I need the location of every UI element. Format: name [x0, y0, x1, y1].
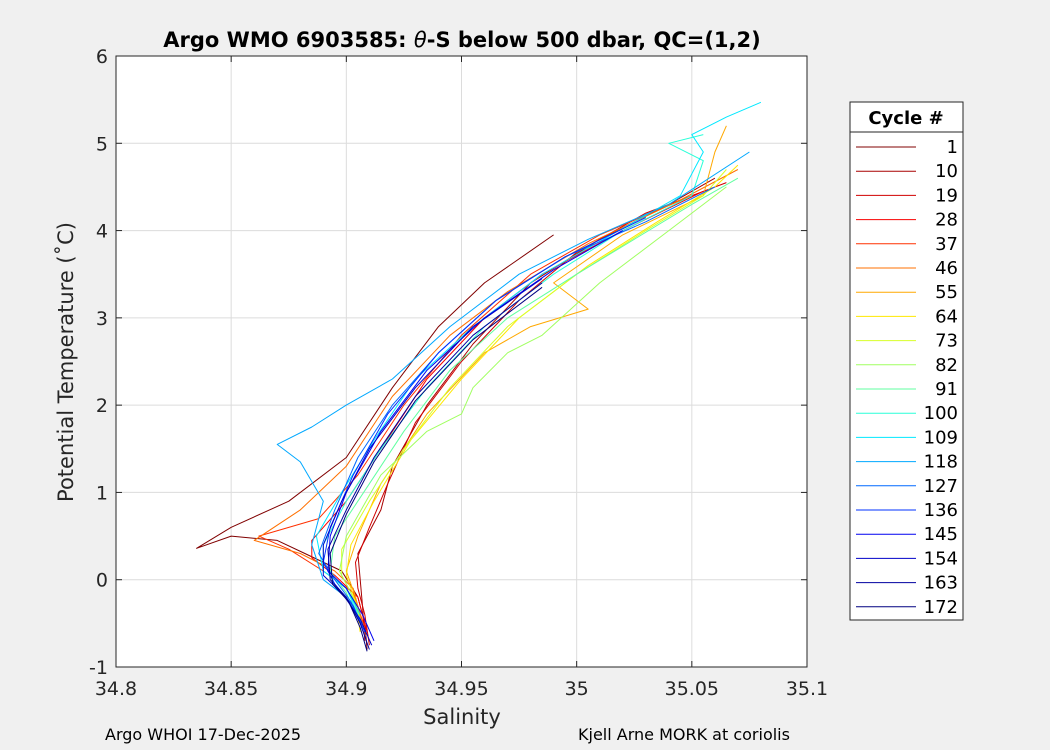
x-tick-label: 34.9: [325, 678, 367, 700]
y-tick-labels: -1 0 1 2 3 4 5 6: [89, 46, 108, 679]
legend-label: 91: [935, 379, 958, 400]
series-line-cycle-46: [253, 169, 739, 624]
legend-label: 100: [924, 403, 958, 424]
legend-label: 154: [924, 548, 958, 569]
legend-label: 109: [924, 427, 958, 448]
x-tick-label: 34.8: [95, 678, 137, 700]
y-tick-label: 0: [96, 570, 108, 592]
x-tick-label: 35.1: [786, 678, 828, 700]
footer-credit: Kjell Arne MORK at coriolis: [578, 725, 790, 744]
x-tick-label: 34.85: [204, 678, 258, 700]
y-tick-label: 1: [96, 482, 108, 504]
series-group: [196, 101, 762, 652]
legend-title: Cycle #: [868, 108, 943, 129]
x-tick-label: 35: [565, 678, 589, 700]
chart-title: Argo WMO 6903585: θ-S below 500 dbar, QC…: [163, 28, 760, 52]
y-tick-label: 6: [96, 46, 108, 68]
legend: Cycle # 1 10 19 28 37 46 55 64 73 82 91 100 109 118 12…: [849, 101, 964, 621]
series-line-cycle-127: [318, 186, 716, 628]
legend-label: 127: [924, 476, 958, 497]
x-axis-label: Salinity: [423, 705, 501, 729]
series-line-cycle-163: [327, 282, 543, 650]
series-line-cycle-64: [345, 164, 739, 633]
legend-label: 19: [935, 185, 958, 206]
y-tick-label: 3: [96, 308, 108, 330]
legend-label: 64: [935, 306, 958, 327]
legend-label: 37: [935, 234, 958, 255]
legend-box: [849, 101, 964, 621]
series-line-cycle-172: [329, 286, 543, 652]
legend-label: 28: [935, 210, 958, 231]
legend-label: 136: [924, 500, 958, 521]
footer-source: Argo WHOI 17-Dec-2025: [105, 725, 302, 744]
legend-label: 73: [935, 331, 958, 352]
y-tick-label: -1: [89, 657, 108, 679]
y-tick-label: 5: [96, 133, 108, 155]
ticks: [115, 55, 808, 668]
legend-label: 163: [924, 573, 958, 594]
series-line-cycle-82: [338, 186, 727, 620]
legend-label: 145: [924, 524, 958, 545]
legend-label: 1: [947, 137, 958, 158]
y-tick-label: 4: [96, 221, 108, 243]
series-line-cycle-91: [329, 177, 739, 620]
series-line-cycle-118: [276, 151, 750, 624]
legend-label: 172: [924, 597, 958, 618]
x-tick-label: 35.05: [665, 678, 719, 700]
legend-label: 10: [935, 161, 958, 182]
x-tick-label: 34.95: [434, 678, 488, 700]
y-axis-label: Potential Temperature (˚C): [54, 222, 78, 502]
legend-entries: 1 10 19 28 37 46 55 64 73 82 91 100 109 118 127 136 145 1…: [856, 137, 958, 618]
legend-label: 46: [935, 258, 958, 279]
legend-label: 55: [935, 282, 958, 303]
legend-label: 82: [935, 355, 958, 376]
y-tick-label: 2: [96, 395, 108, 417]
x-tick-labels: 34.8 34.85 34.9 34.95 35 35.05 35.1: [95, 678, 828, 700]
legend-label: 118: [924, 452, 958, 473]
